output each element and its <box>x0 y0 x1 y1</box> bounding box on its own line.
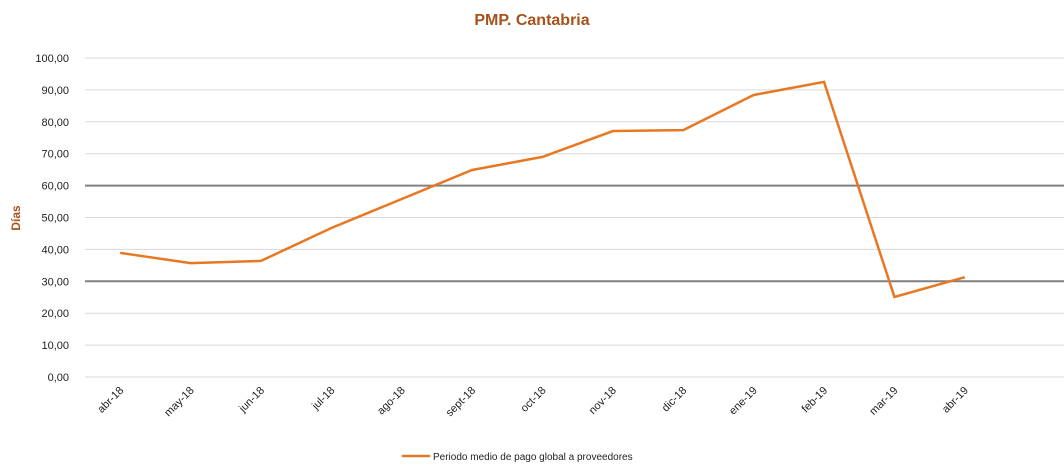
x-tick-label: feb-19 <box>800 385 831 416</box>
y-tick-label: 10,00 <box>41 340 69 352</box>
x-tick-label: oct-18 <box>519 385 549 415</box>
y-axis-label: Días <box>9 205 23 231</box>
x-tick-label: sept-18 <box>444 385 478 419</box>
y-tick-label: 80,00 <box>41 117 69 129</box>
x-tick-label: ene-19 <box>727 385 760 418</box>
x-tick-label: abr-19 <box>940 385 971 416</box>
legend-label: Periodo medio de pago global a proveedor… <box>433 452 633 463</box>
y-tick-label: 30,00 <box>41 276 69 288</box>
y-tick-label: 70,00 <box>41 149 69 161</box>
y-tick-label: 60,00 <box>41 181 69 193</box>
x-tick-label: jul-18 <box>309 385 337 413</box>
x-tick-label: ago-18 <box>375 385 408 418</box>
x-tick-label: jun-18 <box>236 385 267 416</box>
x-tick-label: nov-18 <box>587 385 619 417</box>
chart-title: PMP. Cantabria <box>474 12 589 29</box>
x-tick-label: dic-18 <box>660 385 690 415</box>
y-tick-label: 0,00 <box>48 372 69 384</box>
y-tick-label: 90,00 <box>41 85 69 97</box>
x-tick-label: mar-19 <box>867 385 900 418</box>
y-tick-label: 100,00 <box>35 53 69 65</box>
x-tick-label: may-18 <box>162 385 196 419</box>
y-tick-label: 40,00 <box>41 244 69 256</box>
y-tick-label: 50,00 <box>41 213 69 225</box>
data-line <box>120 80 966 299</box>
x-tick-label: abr-18 <box>95 385 126 416</box>
y-tick-label: 20,00 <box>41 308 69 320</box>
